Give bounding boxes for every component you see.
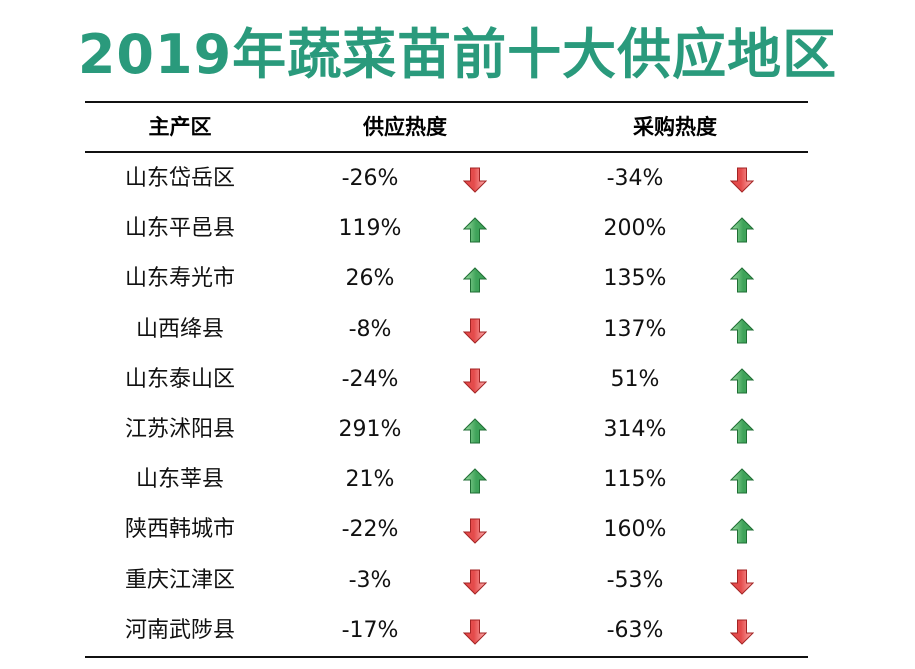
table-row: 山东岱岳区 -26% -34% bbox=[85, 154, 808, 204]
purchase-arrow-up-icon bbox=[730, 468, 754, 494]
region-cell: 陕西韩城市 bbox=[124, 517, 235, 543]
purchase-value: 51% bbox=[610, 366, 660, 392]
header-region: 主产区 bbox=[148, 115, 212, 139]
supply-value: -3% bbox=[348, 567, 392, 593]
table-bottom-rule bbox=[85, 656, 808, 658]
purchase-value: -63% bbox=[606, 617, 664, 643]
table-row: 河南武陟县 -17% -63% bbox=[85, 606, 808, 656]
table-row: 山东泰山区 -24% 51% bbox=[85, 355, 808, 405]
table-row: 江苏沭阳县 291% 314% bbox=[85, 405, 808, 455]
supply-value: 119% bbox=[338, 216, 402, 242]
purchase-value: -53% bbox=[606, 567, 664, 593]
table-header-rule bbox=[85, 151, 808, 153]
supply-arrow-down-icon bbox=[463, 619, 487, 645]
purchase-value: 135% bbox=[603, 266, 667, 292]
table-top-rule bbox=[85, 101, 808, 103]
purchase-arrow-down-icon bbox=[730, 167, 754, 193]
table-row: 山东莘县 21% 115% bbox=[85, 455, 808, 505]
page-title: 2019年蔬菜苗前十大供应地区 bbox=[77, 23, 838, 86]
supply-value: 26% bbox=[345, 266, 395, 292]
header-purchase: 采购热度 bbox=[633, 115, 717, 139]
region-cell: 江苏沭阳县 bbox=[124, 416, 235, 442]
supply-value: -17% bbox=[341, 617, 399, 643]
supply-arrow-up-icon bbox=[463, 217, 487, 243]
purchase-arrow-up-icon bbox=[730, 317, 754, 344]
table-row: 山西绛县 -8% 137% bbox=[85, 305, 808, 355]
region-cell: 山西绛县 bbox=[135, 316, 224, 342]
purchase-arrow-up-icon bbox=[730, 518, 754, 544]
purchase-value: 137% bbox=[603, 316, 667, 342]
supply-arrow-up-icon bbox=[463, 468, 487, 494]
purchase-arrow-up-icon bbox=[730, 267, 754, 293]
region-cell: 山东平邑县 bbox=[124, 216, 235, 242]
supply-arrow-down-icon bbox=[463, 318, 487, 344]
supply-arrow-down-icon bbox=[463, 518, 487, 545]
region-cell: 山东泰山区 bbox=[124, 366, 235, 392]
purchase-arrow-up-icon bbox=[730, 368, 754, 394]
supply-value: -24% bbox=[341, 366, 399, 392]
region-cell: 山东莘县 bbox=[135, 467, 224, 493]
table-row: 陕西韩城市 -22% 160% bbox=[85, 505, 808, 555]
table-row: 山东寿光市 26% 135% bbox=[85, 254, 808, 304]
region-cell: 河南武陟县 bbox=[124, 617, 235, 643]
purchase-arrow-down-icon bbox=[730, 569, 754, 595]
supply-value: -8% bbox=[348, 316, 392, 342]
supply-value: -22% bbox=[341, 517, 399, 543]
header-supply: 供应热度 bbox=[363, 115, 447, 139]
supply-arrow-down-icon bbox=[463, 368, 487, 394]
purchase-value: -34% bbox=[606, 166, 664, 191]
purchase-arrow-up-icon bbox=[730, 217, 754, 243]
region-cell: 山东寿光市 bbox=[124, 266, 235, 292]
supply-arrow-down-icon bbox=[463, 569, 487, 595]
supply-value: -26% bbox=[341, 166, 399, 191]
purchase-arrow-down-icon bbox=[730, 619, 754, 645]
purchase-value: 314% bbox=[603, 416, 667, 442]
supply-arrow-down-icon bbox=[463, 167, 487, 193]
table-body: 山东岱岳区 -26% -34% 山东平邑县 119% 200% 山东寿光市 26… bbox=[85, 154, 808, 656]
region-cell: 山东岱岳区 bbox=[124, 166, 235, 191]
purchase-value: 160% bbox=[603, 517, 667, 543]
purchase-value: 200% bbox=[603, 216, 667, 242]
supply-value: 21% bbox=[345, 467, 395, 493]
table-row: 山东平邑县 119% 200% bbox=[85, 204, 808, 254]
purchase-value: 115% bbox=[603, 467, 667, 493]
table-header-row: 主产区 供应热度 采购热度 bbox=[85, 103, 808, 151]
supply-value: 291% bbox=[338, 416, 402, 442]
table-row: 重庆江津区 -3% -53% bbox=[85, 556, 808, 606]
purchase-arrow-up-icon bbox=[730, 418, 754, 444]
region-cell: 重庆江津区 bbox=[124, 567, 235, 593]
supply-arrow-up-icon bbox=[463, 418, 487, 444]
supply-arrow-up-icon bbox=[463, 267, 487, 293]
